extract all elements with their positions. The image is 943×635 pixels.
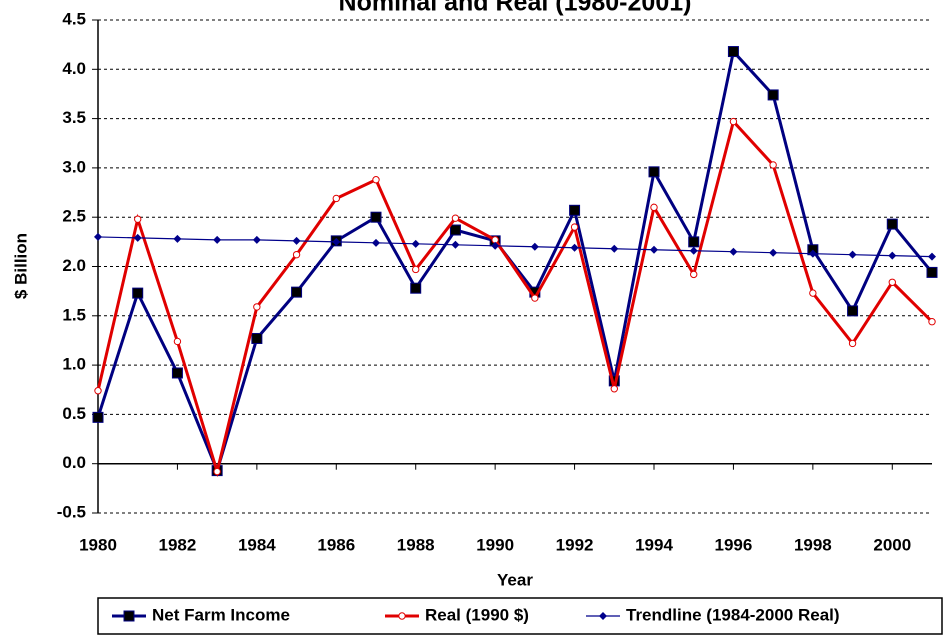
data-point <box>213 235 222 244</box>
data-point <box>928 252 936 261</box>
series-line <box>96 118 934 478</box>
chart-title: Nominal and Real (1980-2001) <box>339 0 692 17</box>
x-tick-label: 1988 <box>397 535 435 554</box>
legend-marker <box>599 612 607 620</box>
x-tick-label: 1992 <box>556 535 594 554</box>
data-point <box>451 240 460 249</box>
data-point <box>650 203 658 212</box>
data-point <box>213 467 221 476</box>
data-point <box>727 46 739 58</box>
data-point <box>332 237 341 246</box>
y-tick-label: -0.5 <box>57 502 86 521</box>
legend-label: Net Farm Income <box>152 605 290 624</box>
data-point <box>451 214 460 222</box>
data-point <box>410 282 422 294</box>
data-point <box>132 287 144 299</box>
data-point <box>809 289 817 297</box>
data-point <box>133 233 142 242</box>
y-axis-label: $ Billion <box>11 233 30 299</box>
data-point <box>688 236 700 248</box>
data-point <box>648 166 660 178</box>
data-point <box>769 161 777 169</box>
data-point <box>888 251 897 260</box>
y-tick-label: 1.5 <box>62 305 86 324</box>
y-tick-label: 0.5 <box>62 404 86 423</box>
data-point <box>729 247 738 256</box>
data-point <box>570 223 579 231</box>
data-point <box>411 239 420 248</box>
data-point <box>291 286 303 298</box>
data-point <box>253 303 261 311</box>
y-tick-label: 2.0 <box>62 256 86 275</box>
x-tick-label: 1990 <box>476 535 514 554</box>
legend-marker <box>123 610 135 622</box>
x-tick-label: 1998 <box>794 535 832 554</box>
data-point <box>848 339 857 348</box>
data-point <box>292 236 301 245</box>
y-tick-label: 0.0 <box>62 453 86 472</box>
data-point <box>530 242 539 251</box>
x-axis-label: Year <box>497 570 533 589</box>
data-point <box>569 204 581 216</box>
legend-box <box>97 597 943 635</box>
data-point <box>372 176 380 184</box>
data-point <box>610 244 619 253</box>
data-point <box>134 215 142 223</box>
data-point <box>729 117 738 126</box>
x-tick-label: 1980 <box>79 535 117 554</box>
data-point <box>491 241 500 250</box>
data-point <box>252 235 261 244</box>
series-line <box>97 236 933 258</box>
legend-label: Real (1990 $) <box>425 605 529 624</box>
data-point <box>370 211 382 223</box>
data-point <box>171 367 183 379</box>
y-tick-label: 3.0 <box>62 157 86 176</box>
y-tick-label: 4.0 <box>62 59 86 78</box>
data-point <box>570 243 579 252</box>
x-tick-label: 1996 <box>715 535 753 554</box>
data-point <box>372 238 380 247</box>
x-tick-label: 1984 <box>238 535 276 554</box>
data-point <box>610 385 618 393</box>
data-point <box>690 270 698 279</box>
y-tick-label: 3.5 <box>62 108 86 127</box>
data-point <box>650 245 658 254</box>
data-point <box>888 278 896 286</box>
data-point <box>173 234 182 243</box>
data-point <box>847 305 859 317</box>
data-point <box>926 266 938 278</box>
legend-marker <box>398 612 406 620</box>
data-point <box>848 250 857 259</box>
x-tick-label: 1982 <box>159 535 197 554</box>
data-point <box>886 218 898 230</box>
data-point <box>332 194 340 203</box>
data-point <box>94 232 102 241</box>
data-point <box>251 332 263 344</box>
data-point <box>449 224 461 236</box>
data-point <box>769 248 778 257</box>
data-point <box>928 318 936 326</box>
x-tick-label: 1986 <box>317 535 355 554</box>
data-point <box>173 337 182 346</box>
x-tick-label: 2000 <box>873 535 911 554</box>
x-tick-label: 1994 <box>635 535 673 554</box>
data-point <box>92 411 104 423</box>
data-point <box>767 89 779 101</box>
data-point <box>808 249 817 258</box>
data-point <box>689 246 698 255</box>
data-point <box>292 250 301 259</box>
data-point <box>412 265 420 274</box>
y-tick-label: 4.5 <box>62 9 86 28</box>
data-point <box>94 387 102 395</box>
y-tick-label: 2.5 <box>62 207 86 226</box>
legend-label: Trendline (1984-2000 Real) <box>626 605 840 624</box>
y-tick-label: 1.0 <box>62 355 86 374</box>
data-point <box>531 294 539 302</box>
